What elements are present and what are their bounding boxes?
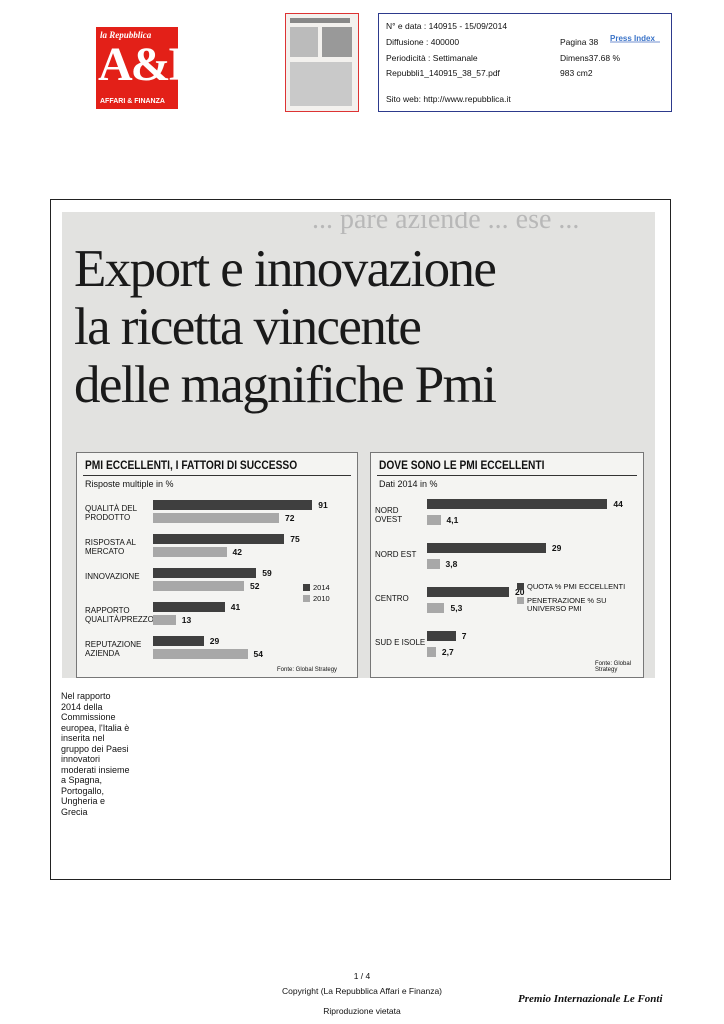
category-label: QUALITÀ DEL PRODOTTO (85, 504, 137, 522)
data-label: 59 (262, 568, 272, 578)
data-label: 20 (515, 587, 525, 597)
category-label: NORD EST (375, 550, 417, 559)
legend-label: QUOTA % PMI ECCELLENTI (527, 582, 626, 591)
info-line: Dimens37.68 % (560, 53, 621, 63)
affari-finanza-logo: la Repubblica A&F AFFARI & FINANZA (96, 27, 178, 109)
info-line: Sito web: http://www.repubblica.it (386, 94, 511, 104)
bar (427, 647, 436, 657)
chart-subtitle: Dati 2014 in % (379, 479, 438, 489)
chart-success-factors: PMI ECCELLENTI, I FATTORI DI SUCCESSO Ri… (76, 452, 358, 678)
headline-line: Export e innovazione (74, 240, 497, 298)
info-line: Repubbli1_140915_38_57.pdf (386, 68, 500, 78)
data-label: 91 (318, 500, 328, 510)
copyright: Copyright (La Repubblica Affari e Finanz… (281, 986, 442, 996)
chart-title: DOVE SONO LE PMI ECCELLENTI (379, 458, 545, 472)
category-label: NORD OVEST (375, 506, 403, 524)
title-rule (83, 475, 351, 476)
info-line: Pagina 38 (560, 37, 599, 47)
side-note: Nel rapporto 2014 della Commissione euro… (61, 691, 130, 817)
bar (427, 587, 509, 597)
bar (153, 602, 225, 612)
info-line: 983 cm2 (560, 68, 593, 78)
page-thumbnail (285, 13, 359, 112)
data-label: 44 (613, 499, 623, 509)
data-label: 29 (551, 543, 562, 553)
bar (153, 581, 244, 591)
bar (153, 636, 204, 646)
bar (153, 513, 279, 523)
ghost-text: ... pare aziende ... ese ... (312, 212, 580, 235)
legend-swatch (303, 584, 310, 591)
thumb-block (290, 62, 352, 106)
bar (427, 559, 440, 569)
title-rule (377, 475, 637, 476)
data-label: 54 (253, 649, 263, 659)
data-label: 41 (230, 602, 241, 612)
legend-swatch (517, 597, 524, 604)
thumb-block (290, 27, 318, 57)
bar (427, 603, 445, 613)
rights: Riproduzione vietata (323, 1006, 401, 1016)
info-line: Periodicità : Settimanale (386, 53, 478, 63)
data-label: 7 (461, 631, 467, 641)
bar (427, 543, 546, 553)
prize-label: Premio Internazionale Le Fonti (518, 993, 663, 1005)
legend-label: 2010 (313, 594, 330, 603)
bar (153, 534, 285, 544)
data-label: 52 (250, 581, 260, 591)
newspaper-clipping: ... pare aziende ... ese ... Export e in… (62, 212, 655, 678)
info-line: Diffusione : 400000 (386, 37, 460, 47)
category-label: SUD E ISOLE (375, 638, 426, 647)
legend-label: 2014 (313, 583, 330, 592)
logo-big: A&F (98, 38, 178, 91)
data-label: 29 (209, 636, 220, 646)
article-frame (50, 199, 671, 880)
data-label: 42 (232, 547, 242, 557)
press-info-box: N° e data : 140915 - 15/09/2014 Diffusio… (378, 13, 672, 112)
press-index-logo: Press Index (610, 34, 655, 43)
info-line: N° e data : 140915 - 15/09/2014 (386, 21, 508, 31)
headline: Export e innovazione la ricetta vincente… (74, 240, 497, 414)
category-label: REPUTAZIONE AZIENDA (85, 640, 142, 658)
chart-where-located: DOVE SONO LE PMI ECCELLENTI Dati 2014 in… (370, 452, 644, 678)
data-label: 13 (181, 615, 192, 625)
chart-source: Fonte: Global Strategy (277, 667, 338, 673)
data-label: 2,7 (441, 647, 454, 657)
page-number: 1 / 4 (353, 971, 371, 981)
legend-swatch (303, 595, 310, 602)
bar (153, 568, 257, 578)
headline-line: delle magnifiche Pmi (74, 356, 497, 414)
data-label: 72 (285, 513, 295, 523)
chart-source: Fonte: Global Strategy (595, 661, 632, 673)
category-label: INNOVAZIONE (85, 572, 140, 581)
legend-label: PENETRAZIONE % SU UNIVERSO PMI (527, 596, 607, 613)
category-label: RISPOSTA AL MERCATO (85, 538, 136, 556)
bar (153, 500, 313, 510)
data-label: 75 (290, 534, 300, 544)
chart-subtitle: Risposte multiple in % (85, 479, 174, 489)
press-index-underline (610, 41, 660, 43)
bar (153, 649, 248, 659)
bar (427, 515, 441, 525)
thumb-block (322, 27, 352, 57)
bar (427, 631, 456, 641)
thumb-header (290, 18, 350, 23)
headline-line: la ricetta vincente (74, 298, 422, 356)
legend-swatch (517, 583, 524, 590)
bar (153, 547, 227, 557)
bar (153, 615, 176, 625)
data-label: 5,3 (450, 603, 463, 613)
category-label: RAPPORTO QUALITÀ/PREZZO (85, 606, 154, 624)
category-label: CENTRO (375, 594, 409, 603)
data-label: 4,1 (446, 515, 459, 525)
logo-bottom: AFFARI & FINANZA (100, 98, 165, 105)
logo-top: la Repubblica (100, 30, 152, 40)
bar (427, 499, 608, 509)
chart-title: PMI ECCELLENTI, I FATTORI DI SUCCESSO (85, 458, 298, 472)
data-label: 3,8 (445, 559, 458, 569)
